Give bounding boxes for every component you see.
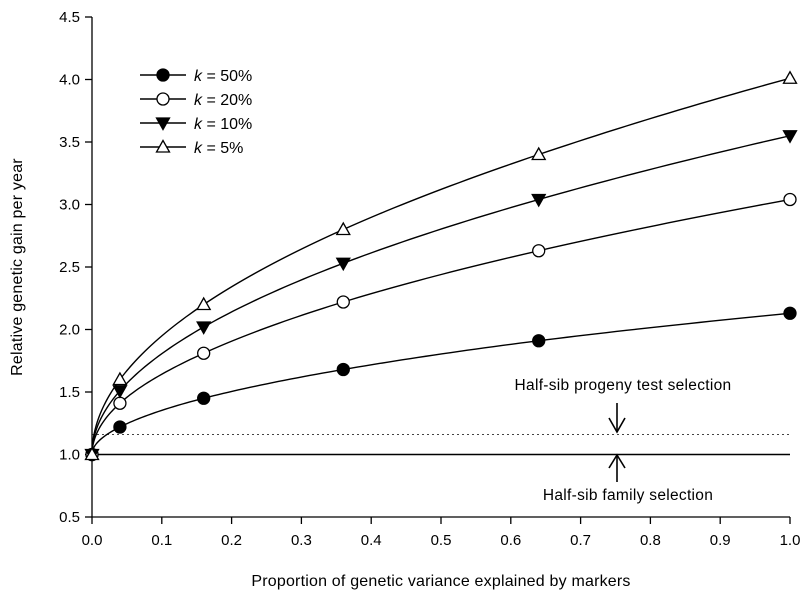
legend-item: k = 10% (140, 116, 252, 133)
y-tick-label: 2.0 (59, 322, 80, 339)
series-line (91, 77, 791, 455)
legend-label: k = 5% (194, 140, 243, 157)
data-point (532, 334, 546, 348)
legend-label: k = 20% (194, 92, 252, 109)
series-1 (85, 192, 797, 462)
data-point (113, 396, 127, 410)
annotation-family-selection: Half-sib family selection (543, 487, 713, 504)
x-tick-label: 0.1 (151, 532, 172, 549)
series-line (91, 135, 791, 455)
data-point (113, 420, 127, 434)
data-point (112, 385, 128, 399)
data-point (197, 346, 211, 360)
x-tick-label: 0.2 (221, 532, 242, 549)
data-point (84, 446, 100, 461)
y-tick-label: 3.5 (59, 134, 80, 151)
legend-item: k = 50% (140, 68, 252, 85)
legend-marker (156, 92, 170, 106)
data-point (782, 70, 798, 84)
series-line (91, 312, 791, 455)
legend-item: k = 20% (140, 92, 252, 109)
data-series (84, 70, 798, 463)
data-point (531, 193, 547, 208)
data-point (197, 391, 211, 405)
up-arrow-icon (608, 453, 626, 482)
data-point (783, 192, 797, 207)
axis-ticks: 0.0 0.1 0.2 0.3 0.4 0.5 0.6 0.7 0.8 0.9 1.0 0.5 1.0 1… (59, 9, 800, 549)
data-point (335, 257, 351, 272)
y-tick-label: 4.5 (59, 9, 80, 26)
y-tick-label: 1.0 (59, 447, 80, 464)
data-point (782, 130, 798, 144)
legend-label: k = 50% (194, 68, 252, 85)
series-2 (84, 130, 798, 463)
data-point (112, 371, 128, 386)
legend-item: k = 5% (140, 139, 243, 157)
data-point (531, 146, 547, 161)
y-tick-label: 4.0 (59, 72, 80, 89)
data-point (196, 321, 212, 335)
x-tick-label: 0.0 (82, 532, 103, 549)
legend-marker (155, 139, 171, 153)
series-line (91, 198, 791, 455)
x-tick-label: 1.0 (780, 532, 801, 549)
x-tick-label: 0.5 (431, 532, 452, 549)
x-tick-label: 0.7 (570, 532, 591, 549)
x-tick-label: 0.3 (291, 532, 312, 549)
x-tick-label: 0.9 (710, 532, 731, 549)
y-tick-label: 2.5 (59, 259, 80, 276)
data-point (336, 362, 350, 377)
y-tick-label: 0.5 (59, 509, 80, 526)
data-point (783, 306, 797, 320)
y-tick-label: 1.5 (59, 384, 80, 401)
data-point (196, 296, 212, 311)
data-point (336, 295, 350, 309)
down-arrow-icon (608, 403, 626, 434)
data-point (335, 221, 351, 236)
legend-marker (156, 68, 170, 82)
data-point (532, 244, 546, 258)
x-tick-label: 0.6 (500, 532, 521, 549)
annotation-progeny-test: Half-sib progeny test selection (515, 377, 732, 394)
x-axis-label: Proportion of genetic variance explained… (251, 573, 630, 590)
legend-label: k = 10% (194, 116, 252, 133)
y-axis-label: Relative genetic gain per year (9, 158, 26, 376)
reference-lines (92, 434, 790, 456)
x-tick-label: 0.8 (640, 532, 661, 549)
series-3 (84, 70, 798, 461)
y-tick-label: 3.0 (59, 197, 80, 214)
legend: k = 50% k = 20% k = 10% k = 5% (140, 68, 252, 157)
annotations: Half-sib progeny test selection Half-sib… (515, 377, 732, 504)
legend-marker (155, 117, 171, 131)
x-tick-label: 0.4 (361, 532, 382, 549)
